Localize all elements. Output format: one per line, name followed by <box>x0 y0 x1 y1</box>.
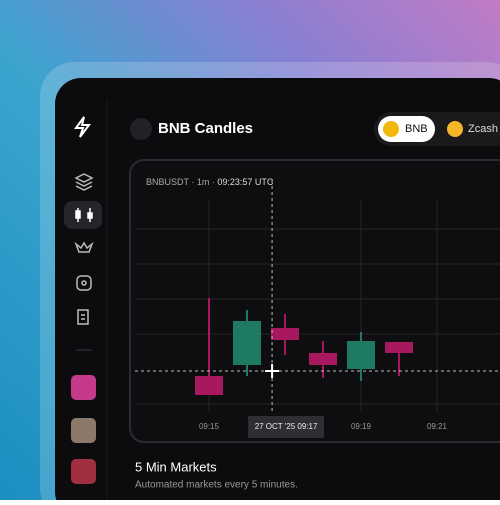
avatar[interactable] <box>71 418 96 443</box>
page-title: BNB Candles <box>158 120 253 137</box>
candle-body <box>385 342 413 353</box>
chart-header: BNBUSDT · 1m · 09:23:57 UTC <box>146 177 274 187</box>
section-subtitle: Automated markets every 5 minutes. <box>135 480 298 491</box>
chart-panel <box>129 159 500 443</box>
title-icon <box>130 118 152 140</box>
x-tick-label: 09:15 <box>199 422 220 431</box>
sidebar-icons <box>64 173 102 351</box>
avatar[interactable] <box>71 375 96 400</box>
grid <box>135 228 500 405</box>
coin-icon <box>383 121 399 137</box>
candle-body <box>309 353 337 365</box>
crosshair-cursor <box>265 364 280 378</box>
interval: 1m <box>197 177 210 187</box>
symbol: BNBUSDT <box>146 177 190 187</box>
candle-body <box>233 321 261 365</box>
crosshair-label-box <box>248 416 325 438</box>
candle-body <box>195 376 223 395</box>
crosshair-label: 27 OCT '25 09:17 <box>255 422 318 431</box>
x-tick-label: 09:21 <box>427 422 448 431</box>
tab-label[interactable]: Zcash <box>468 123 498 135</box>
section-title: 5 Min Markets <box>135 459 217 474</box>
avatar[interactable] <box>71 459 96 484</box>
tab-label[interactable]: BNB <box>405 123 428 135</box>
x-tick-label: 09:19 <box>351 422 372 431</box>
coin-icon <box>447 121 463 137</box>
candle-body <box>347 341 375 369</box>
logo <box>74 116 91 138</box>
candle-body <box>271 328 299 340</box>
time: 09:23:57 UTC <box>217 177 274 187</box>
